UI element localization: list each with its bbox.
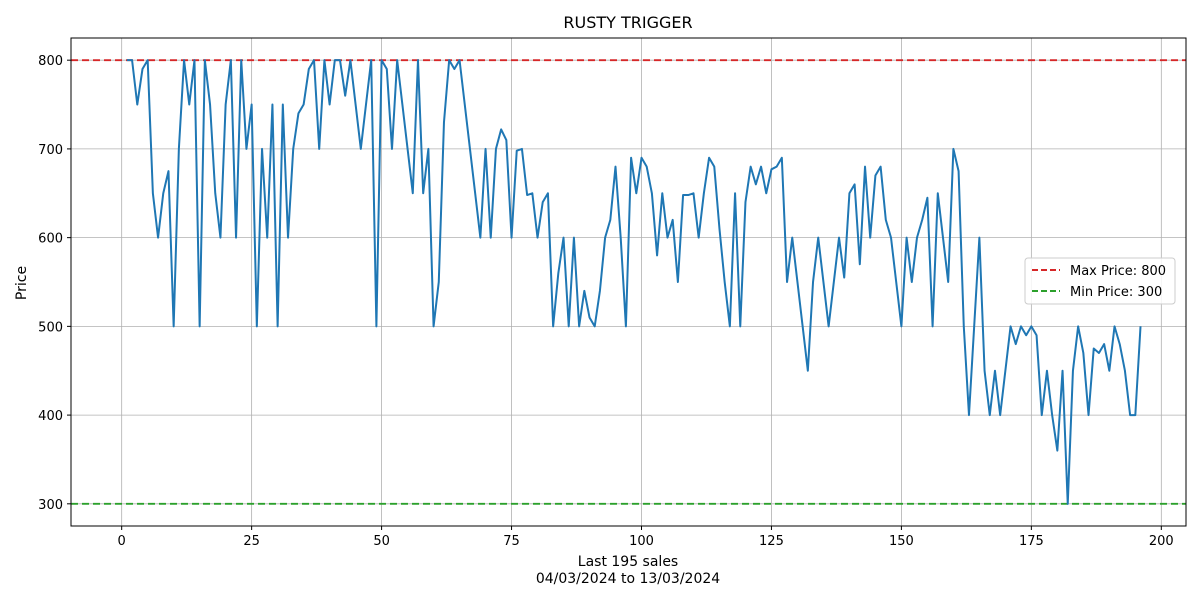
- x-axis-label: Last 195 sales: [578, 554, 678, 570]
- plot-frame: [70, 37, 1187, 527]
- x-tick-label: 200: [1149, 534, 1174, 549]
- legend: Max Price: 800 Min Price: 300: [1024, 257, 1176, 305]
- x-tick-label: 175: [1019, 534, 1044, 549]
- legend-label-max: Max Price: 800: [1070, 264, 1166, 279]
- x-axis-sublabel: 04/03/2024 to 13/03/2024: [536, 571, 720, 587]
- price-series-line: [126, 59, 1142, 505]
- y-tick-label: 500: [38, 320, 63, 335]
- y-tick-label: 300: [38, 498, 63, 513]
- y-axis-ticks: 300 400 500 600 700 800: [38, 54, 71, 513]
- x-tick-label: 75: [503, 534, 520, 549]
- x-axis-ticks: 0 25 50 75 100 125 150 175 200: [118, 526, 1174, 549]
- x-tick-label: 100: [629, 534, 654, 549]
- reference-lines: [71, 59, 1186, 505]
- y-axis-label: Price: [14, 266, 30, 300]
- y-tick-label: 400: [38, 409, 63, 424]
- chart-title: RUSTY TRIGGER: [563, 13, 692, 32]
- y-tick-label: 700: [38, 143, 63, 158]
- legend-label-min: Min Price: 300: [1070, 285, 1162, 300]
- series: [126, 59, 1142, 505]
- legend-box: [1024, 257, 1176, 305]
- x-tick-label: 25: [243, 534, 260, 549]
- x-tick-label: 50: [373, 534, 390, 549]
- x-tick-label: 0: [118, 534, 126, 549]
- y-tick-label: 800: [38, 54, 63, 69]
- x-tick-label: 150: [889, 534, 914, 549]
- x-tick-label: 125: [759, 534, 784, 549]
- y-tick-label: 600: [38, 232, 63, 247]
